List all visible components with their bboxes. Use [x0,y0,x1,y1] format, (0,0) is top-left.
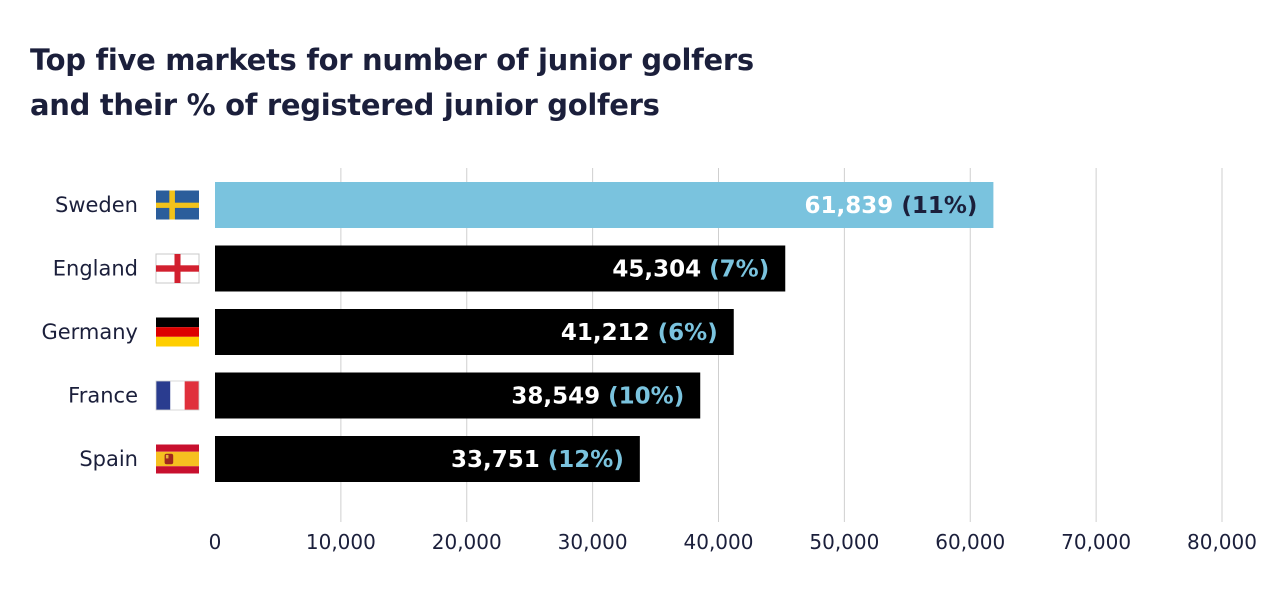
flag-stripe-gold [156,336,199,347]
value-label-spain: 33,751 (12%) [451,447,624,473]
value-number: 38,549 [511,384,608,410]
x-tick-label: 50,000 [809,530,879,554]
value-number: 41,212 [561,320,658,346]
bar-spain [215,436,640,482]
flag-border [155,380,200,411]
flag-stripe-blue [156,381,171,410]
x-tick-label: 0 [209,530,222,554]
spain-flag [156,444,199,474]
value-number: 45,304 [612,257,709,283]
flag-stripe-white [170,381,185,410]
flag-stripe-red [184,381,199,410]
value-label-france: 38,549 (10%) [511,384,684,410]
category-label-spain: Spain [79,447,138,471]
bar-germany [215,309,734,355]
x-tick-label: 80,000 [1187,530,1257,554]
value-percent: (7%) [709,257,769,283]
category-label-germany: Germany [41,320,138,344]
chart-title: Top five markets for number of junior go… [30,38,930,128]
category-label-england: England [53,257,138,281]
value-percent: (6%) [658,320,718,346]
bar-england [215,245,786,292]
chart-title-line-2: and their % of registered junior golfers [30,88,660,122]
value-label-germany: 41,212 (6%) [561,320,718,346]
flag-stripe-red-top [156,444,199,452]
bar-sweden [215,182,994,228]
x-tick-label: 30,000 [558,530,628,554]
category-label-sweden: Sweden [55,193,138,217]
value-label-sweden: 61,839 (11%) [805,193,978,219]
flag-stripe-black [156,317,199,328]
flag-coat-of-arms-detail [165,454,169,459]
category-label-france: France [68,384,138,408]
x-tick-label: 70,000 [1061,530,1131,554]
x-tick-label: 40,000 [684,530,754,554]
germany-flag [156,317,199,347]
value-percent: (11%) [901,193,977,219]
flag-cross-horizontal [156,265,199,272]
x-tick-label: 10,000 [306,530,376,554]
chart-title-line-1: Top five markets for number of junior go… [30,43,754,77]
bar-france [215,372,701,419]
flag-stripe-yellow [156,451,199,467]
england-flag [155,253,200,284]
flag-stripe-red [156,327,199,337]
france-flag [155,380,200,411]
flag-cross-horizontal [156,202,199,208]
value-number: 61,839 [805,193,902,219]
flag-stripe-red-bottom [156,466,199,474]
value-number: 33,751 [451,447,548,473]
x-tick-label: 60,000 [935,530,1005,554]
sweden-flag [156,190,199,220]
x-tick-label: 20,000 [432,530,502,554]
value-percent: (10%) [608,384,684,410]
value-percent: (12%) [548,447,624,473]
value-label-england: 45,304 (7%) [612,257,769,283]
